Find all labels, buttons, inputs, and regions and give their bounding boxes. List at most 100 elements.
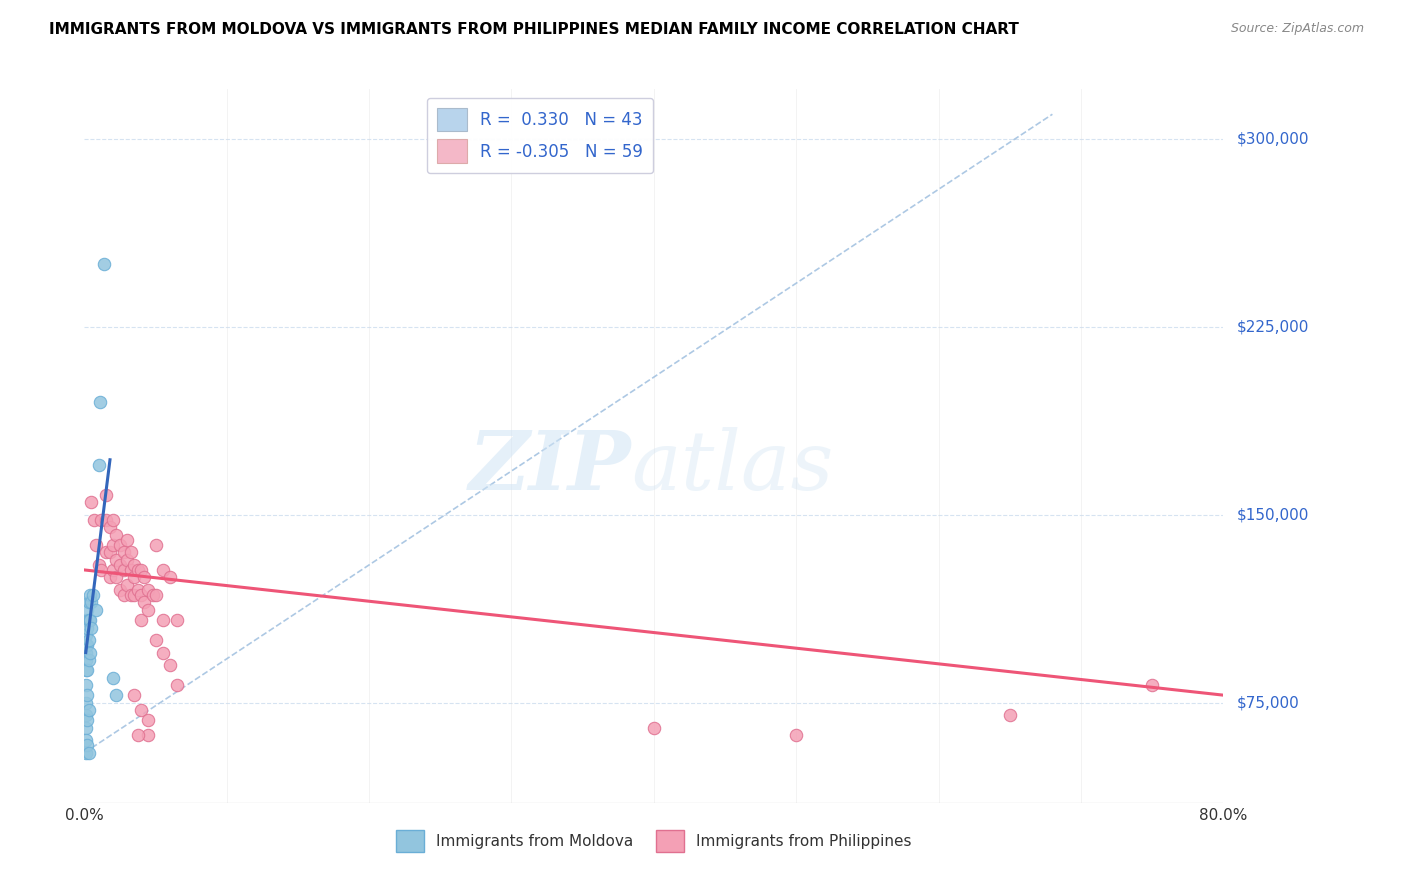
- Point: [80, 595, 103, 609]
- Point: [75, 638, 97, 652]
- Point: [159, 570, 181, 584]
- Point: [138, 603, 160, 617]
- Point: [104, 528, 127, 542]
- Point: [131, 563, 153, 577]
- Point: [83, 513, 105, 527]
- Point: [145, 588, 167, 602]
- Point: [127, 728, 149, 742]
- Point: [76, 638, 98, 652]
- Point: [152, 563, 174, 577]
- Point: [75, 653, 97, 667]
- Text: ZIP: ZIP: [468, 427, 631, 508]
- Point: [131, 588, 153, 602]
- Point: [76, 713, 98, 727]
- Point: [159, 658, 181, 673]
- Point: [122, 688, 145, 702]
- Point: [75, 613, 97, 627]
- Point: [108, 538, 131, 552]
- Point: [142, 588, 165, 602]
- Point: [145, 538, 167, 552]
- Point: [77, 595, 100, 609]
- Point: [90, 513, 112, 527]
- Point: [104, 688, 127, 702]
- Point: [79, 588, 101, 602]
- Point: [166, 678, 188, 692]
- Point: [643, 721, 665, 735]
- Point: [98, 570, 121, 584]
- Legend: Immigrants from Moldova, Immigrants from Philippines: Immigrants from Moldova, Immigrants from…: [388, 822, 920, 859]
- Point: [75, 678, 97, 692]
- Point: [1140, 678, 1163, 692]
- Point: [112, 588, 135, 602]
- Point: [75, 628, 97, 642]
- Point: [77, 633, 100, 648]
- Point: [75, 708, 97, 723]
- Point: [104, 570, 127, 584]
- Point: [75, 733, 97, 747]
- Point: [77, 703, 100, 717]
- Point: [108, 582, 131, 597]
- Point: [152, 613, 174, 627]
- Point: [120, 563, 142, 577]
- Point: [998, 708, 1021, 723]
- Point: [89, 395, 111, 409]
- Point: [104, 553, 127, 567]
- Point: [145, 633, 167, 648]
- Text: $300,000: $300,000: [1237, 132, 1309, 147]
- Point: [77, 613, 100, 627]
- Text: Source: ZipAtlas.com: Source: ZipAtlas.com: [1230, 22, 1364, 36]
- Point: [98, 545, 121, 559]
- Point: [76, 603, 98, 617]
- Point: [75, 663, 97, 677]
- Point: [152, 646, 174, 660]
- Point: [77, 653, 100, 667]
- Point: [134, 570, 156, 584]
- Point: [87, 558, 110, 572]
- Point: [79, 646, 101, 660]
- Text: $75,000: $75,000: [1237, 695, 1301, 710]
- Point: [80, 621, 103, 635]
- Point: [101, 563, 124, 577]
- Point: [122, 570, 145, 584]
- Point: [90, 563, 112, 577]
- Point: [93, 257, 115, 271]
- Point: [131, 613, 153, 627]
- Point: [785, 728, 807, 742]
- Point: [79, 613, 101, 627]
- Point: [82, 588, 104, 602]
- Point: [75, 746, 97, 760]
- Point: [84, 538, 107, 552]
- Point: [76, 663, 98, 677]
- Point: [166, 613, 188, 627]
- Text: $150,000: $150,000: [1237, 508, 1309, 523]
- Point: [87, 458, 110, 472]
- Text: atlas: atlas: [631, 427, 834, 508]
- Point: [76, 738, 98, 752]
- Point: [112, 545, 135, 559]
- Point: [120, 588, 142, 602]
- Point: [127, 582, 149, 597]
- Point: [101, 671, 124, 685]
- Point: [122, 558, 145, 572]
- Point: [75, 696, 97, 710]
- Point: [84, 603, 107, 617]
- Point: [115, 553, 138, 567]
- Text: $225,000: $225,000: [1237, 319, 1309, 334]
- Point: [115, 533, 138, 547]
- Point: [98, 520, 121, 534]
- Point: [127, 563, 149, 577]
- Point: [94, 513, 117, 527]
- Point: [112, 563, 135, 577]
- Point: [115, 578, 138, 592]
- Point: [94, 488, 117, 502]
- Point: [138, 713, 160, 727]
- Point: [134, 595, 156, 609]
- Point: [76, 688, 98, 702]
- Point: [75, 721, 97, 735]
- Point: [120, 545, 142, 559]
- Point: [122, 588, 145, 602]
- Point: [75, 646, 97, 660]
- Point: [77, 746, 100, 760]
- Point: [101, 538, 124, 552]
- Point: [94, 545, 117, 559]
